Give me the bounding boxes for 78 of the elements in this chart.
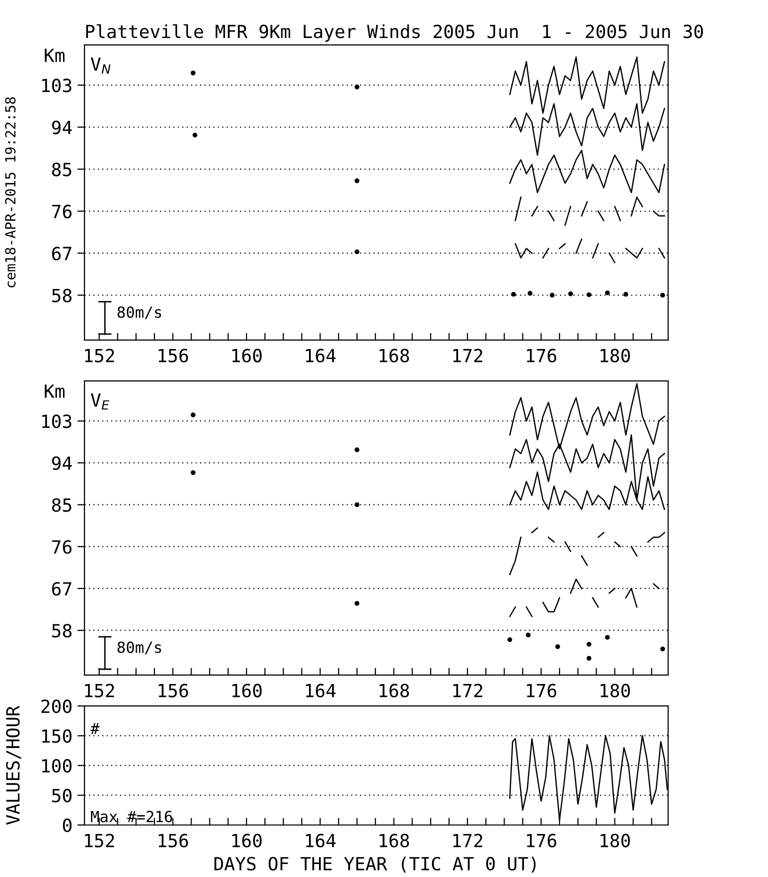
y-tick-label: 94 (52, 456, 72, 470)
y-axis-title: Km (44, 384, 64, 398)
y-axis-title: VALUES/HOUR (6, 706, 22, 825)
point (354, 84, 360, 90)
x-tick-label: 176 (526, 348, 556, 362)
point (623, 292, 628, 297)
x-tick-label: 172 (453, 684, 482, 698)
x-tick-label: 176 (526, 684, 556, 698)
annotation: # (90, 723, 100, 734)
y-tick-label: 85 (52, 162, 72, 176)
x-tick-label: 160 (232, 348, 262, 362)
point (511, 292, 516, 297)
point (526, 632, 531, 638)
point (586, 656, 592, 661)
point (192, 132, 198, 138)
y-axis-title: Km (44, 48, 64, 62)
y-tick-label: 58 (52, 624, 72, 638)
point (354, 249, 360, 254)
point (550, 292, 555, 298)
point (528, 290, 532, 296)
point (507, 637, 512, 642)
point (190, 470, 196, 476)
y-tick-label: 150 (42, 729, 72, 743)
point (354, 502, 360, 508)
y-tick-label: 94 (52, 120, 72, 134)
point (586, 292, 592, 298)
y-tick-label: 58 (52, 288, 72, 302)
x-tick-label: 152 (85, 834, 114, 848)
point (586, 642, 592, 647)
annotation: Max #=216 (90, 810, 172, 822)
point (354, 447, 360, 452)
x-tick-label: 156 (158, 834, 188, 848)
point (190, 70, 196, 76)
x-tick-label: 152 (85, 684, 114, 698)
y-tick-label: 67 (52, 246, 72, 260)
x-tick-label: 168 (380, 834, 409, 848)
point (354, 178, 360, 184)
point (568, 291, 573, 296)
x-tick-label: 164 (306, 684, 336, 698)
point (660, 646, 666, 652)
x-tick-label: 164 (306, 348, 336, 362)
point (555, 644, 560, 650)
y-tick-label: 50 (52, 788, 72, 802)
x-tick-label: 160 (232, 684, 262, 698)
y-tick-label: 0 (62, 818, 72, 832)
x-tick-label: 168 (380, 684, 409, 698)
annotation: 80m/s (118, 641, 162, 654)
x-axis-title: DAYS OF THE YEAR (TIC AT 0 UT) (214, 856, 536, 873)
chart-title: Platteville MFR 9Km Layer Winds 2005 Jun 1 - 2005 Jun 30 (86, 24, 703, 42)
point (660, 292, 666, 298)
point (354, 600, 360, 606)
y-tick-label: 200 (41, 699, 72, 714)
point (605, 634, 610, 640)
y-tick-label: 100 (42, 758, 72, 773)
y-tick-label: 85 (52, 498, 72, 512)
x-tick-label: 168 (380, 348, 409, 362)
point (605, 290, 610, 296)
x-tick-label: 172 (453, 834, 482, 848)
y-tick-label: 103 (42, 78, 72, 92)
annotation: V$_{E}$ (90, 393, 110, 410)
x-tick-label: 176 (526, 834, 556, 848)
text: cem18-APR-2015 19:22:58 (5, 97, 16, 288)
y-tick-label: 67 (52, 582, 72, 596)
x-tick-label: 164 (306, 834, 336, 848)
y-tick-label: 103 (42, 414, 72, 428)
x-tick-label: 180 (600, 834, 630, 848)
x-tick-label: 152 (85, 348, 114, 362)
annotation: 80m/s (118, 306, 162, 320)
y-tick-label: 76 (52, 204, 72, 218)
x-tick-label: 160 (232, 834, 262, 848)
point (190, 412, 196, 418)
x-tick-label: 180 (600, 348, 630, 362)
x-tick-label: 156 (158, 684, 188, 698)
x-tick-label: 180 (600, 684, 630, 698)
annotation: V$_{N}$ (90, 57, 110, 74)
x-tick-label: 172 (453, 348, 482, 362)
y-tick-label: 76 (52, 540, 72, 554)
x-tick-label: 156 (158, 348, 188, 362)
